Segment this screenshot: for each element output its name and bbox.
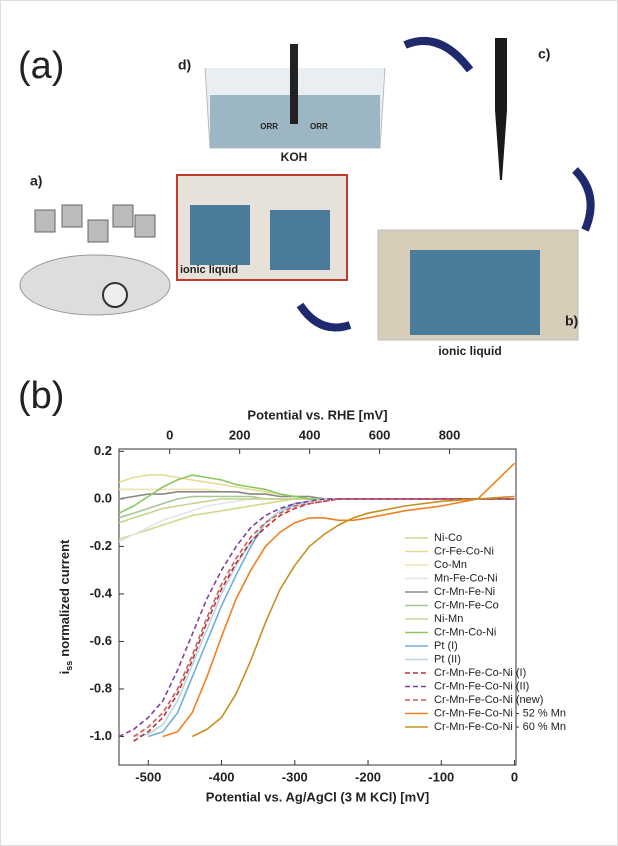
legend-label: Ni-Co (434, 532, 462, 544)
x2-tick-label: 0 (166, 427, 173, 442)
legend-label: Cr-Mn-Fe-Co (434, 599, 499, 611)
caption: ionic liquid (438, 344, 501, 358)
tip (290, 44, 298, 124)
legend-label: Cr-Mn-Fe-Co-Ni - 52 % Mn (434, 707, 566, 719)
legend-label: Cr-Mn-Fe-Co-Ni (new) (434, 694, 543, 706)
legend-label: Mn-Fe-Co-Ni (434, 572, 498, 584)
x-tick-label: 0 (511, 769, 518, 784)
legend-label: Cr-Mn-Fe-Ni (434, 586, 495, 598)
caption: ionic liquid (180, 264, 238, 276)
page: (a) d) KOH ORR ORR c) b) ionic liquid a)… (0, 0, 618, 846)
y-axis-label-part: normalized current (57, 539, 72, 657)
panel-label: (a) (18, 45, 64, 87)
legend-label: Cr-Fe-Co-Ni (434, 545, 494, 557)
step-label: a) (30, 173, 42, 189)
legend-label: Ni-Mn (434, 613, 463, 625)
step-label: d) (178, 57, 191, 73)
y-tick-label: -0.2 (90, 538, 112, 553)
x2-tick-label: 400 (299, 427, 321, 442)
legend-label: Pt (I) (434, 640, 458, 652)
x-tick-label: -500 (135, 769, 161, 784)
reaction: ORR (310, 122, 328, 131)
wafer (20, 255, 170, 315)
x-tick-label: -200 (355, 769, 381, 784)
legend-label: Cr-Mn-Fe-Co-Ni (II) (434, 680, 529, 692)
legend-label: Cr-Mn-Co-Ni (434, 626, 496, 638)
y-tick-label: -0.6 (90, 633, 112, 648)
panel-label: (b) (18, 375, 64, 417)
x2-tick-label: 200 (229, 427, 251, 442)
y-tick-label: -1.0 (90, 728, 112, 743)
legend-label: Cr-Mn-Fe-Co-Ni (I) (434, 667, 526, 679)
x2-tick-label: 600 (369, 427, 391, 442)
y-tick-label: -0.8 (90, 680, 112, 695)
x2-tick-label: 800 (439, 427, 461, 442)
y-axis-label: issnormalized current (57, 539, 74, 674)
figure: (a) d) KOH ORR ORR c) b) ionic liquid a)… (0, 0, 618, 846)
well (410, 250, 540, 335)
x-tick-label: -300 (282, 769, 308, 784)
magnifier (103, 283, 127, 307)
x-tick-label: -100 (428, 769, 454, 784)
legend-label: Pt (II) (434, 653, 461, 665)
x-tick-label: -400 (209, 769, 235, 784)
x-axis-label: Potential vs. Ag/AgCl (3 M KCl) [mV] (206, 789, 429, 804)
legend-label: Co-Mn (434, 559, 467, 571)
legend-label: Cr-Mn-Fe-Co-Ni - 60 % Mn (434, 721, 566, 733)
y-tick-label: 0.0 (94, 490, 112, 505)
step-label: c) (538, 46, 550, 62)
well (270, 210, 330, 270)
y-tick-label: 0.2 (94, 443, 112, 458)
y-axis-label-part: ss (64, 661, 74, 671)
well (190, 205, 250, 265)
y-tick-label: -0.4 (90, 585, 113, 600)
step-label: b) (565, 313, 578, 329)
caption: KOH (281, 150, 308, 164)
x2-axis-label: Potential vs. RHE [mV] (247, 407, 387, 422)
reaction: ORR (260, 122, 278, 131)
